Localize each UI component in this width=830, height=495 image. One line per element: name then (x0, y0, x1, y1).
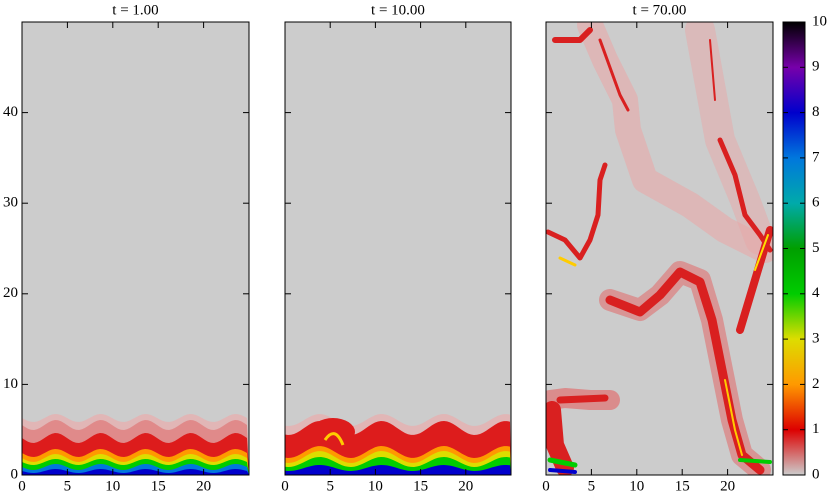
panel-background (285, 22, 511, 475)
x-tick-label: 20 (720, 478, 735, 494)
colorbar-tick-label: 9 (812, 59, 820, 75)
colorbar (783, 22, 805, 475)
y-tick-label: 40 (3, 104, 18, 120)
x-tick-label: 15 (413, 478, 428, 494)
x-tick-label: 10 (105, 478, 120, 494)
panel-title: t = 10.00 (371, 2, 425, 18)
y-tick-label: 20 (3, 285, 18, 301)
colorbar-tick-label: 5 (812, 240, 820, 256)
panel-background (22, 22, 249, 475)
x-tick-label: 10 (368, 478, 383, 494)
colorbar-tick-label: 8 (812, 104, 820, 120)
colorbar-tick-label: 2 (812, 376, 820, 392)
field-streaks (546, 22, 773, 475)
colorbar-tick-label: 1 (812, 421, 820, 437)
panel-title: t = 70.00 (633, 2, 687, 18)
colorbar-tick-label: 0 (812, 466, 820, 482)
colorbar-tick-label: 3 (812, 331, 820, 347)
field-blob (311, 418, 355, 446)
y-tick-label: 30 (3, 195, 18, 211)
field-shading (22, 414, 511, 475)
y-tick-label: 0 (11, 466, 19, 482)
field-band (285, 465, 511, 475)
x-tick-label: 20 (196, 478, 211, 494)
colorbar-tick-label: 4 (812, 285, 820, 301)
field-band (22, 469, 249, 475)
axes-frame (284, 21, 512, 476)
x-tick-label: 20 (458, 478, 473, 494)
axes-frame (21, 21, 250, 476)
axes-frame (545, 21, 774, 476)
x-tick-label: 10 (629, 478, 644, 494)
colorbar-tick-label: 6 (812, 195, 820, 211)
x-tick-label: 15 (675, 478, 690, 494)
y-tick-label: 10 (3, 376, 18, 392)
colorbar-tick-label: 7 (812, 149, 820, 165)
colorbar-tick-label: 10 (812, 13, 827, 29)
field-blob (323, 432, 345, 446)
x-tick-label: 5 (64, 478, 72, 494)
x-tick-label: 15 (151, 478, 166, 494)
x-tick-label: 0 (281, 478, 289, 494)
x-tick-label: 0 (542, 478, 550, 494)
x-tick-label: 5 (326, 478, 334, 494)
x-tick-label: 5 (588, 478, 596, 494)
x-tick-label: 0 (18, 478, 26, 494)
panel-title: t = 1.00 (112, 2, 158, 18)
